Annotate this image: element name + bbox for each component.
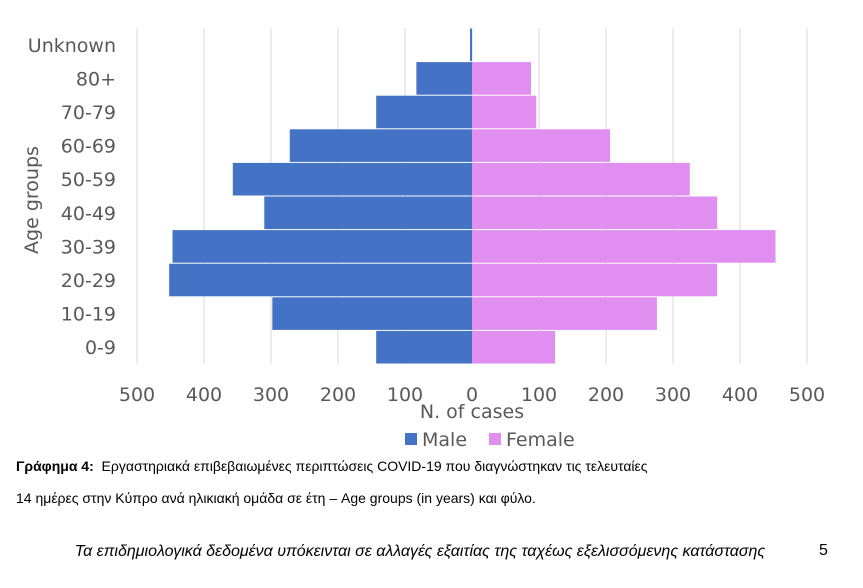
y-tick-label: 40-49 xyxy=(61,203,116,225)
x-tick-label: 500 xyxy=(119,384,155,406)
bar-female-20-29 xyxy=(472,263,718,297)
figure-caption: Γράφημα 4: Εργαστηριακά επιβεβαιωμένες π… xyxy=(16,457,846,475)
x-tick-label: 100 xyxy=(521,384,557,406)
legend-swatch-female xyxy=(489,433,501,445)
x-tick-label: 400 xyxy=(186,384,222,406)
x-axis-title: N. of cases xyxy=(420,401,524,423)
x-tick-label: 500 xyxy=(789,384,825,406)
bar-male-Unknown xyxy=(469,28,472,62)
y-tick-label: 10-19 xyxy=(61,304,116,326)
x-tick-label: 200 xyxy=(588,384,624,406)
bar-female-50-59 xyxy=(472,162,690,196)
y-tick-label: 50-59 xyxy=(61,169,116,191)
bar-female-40-49 xyxy=(472,196,718,230)
legend-label-male: Male xyxy=(422,429,467,451)
legend-swatch-male xyxy=(405,433,417,445)
y-tick-label: 20-29 xyxy=(61,270,116,292)
x-tick-label: 400 xyxy=(722,384,758,406)
bar-male-50-59 xyxy=(232,162,472,196)
bar-female-60-69 xyxy=(472,129,611,162)
y-tick-label: 70-79 xyxy=(61,102,116,124)
bar-female-70-79 xyxy=(472,95,537,129)
y-tick-label: 60-69 xyxy=(61,136,116,158)
y-tick-labels: 0-9 10-19 20-29 30-39 40-49 50-59 60-69 70-79 80… xyxy=(28,35,116,359)
bars xyxy=(169,28,776,364)
y-axis-title: Age groups xyxy=(21,146,43,254)
x-tick-label: 300 xyxy=(655,384,691,406)
legend: Male Female xyxy=(405,429,575,451)
y-tick-label: 80+ xyxy=(76,68,116,90)
y-tick-label: Unknown xyxy=(28,35,116,57)
bar-male-80+ xyxy=(416,62,472,95)
x-tick-label: 300 xyxy=(253,384,289,406)
bar-male-30-39 xyxy=(172,230,472,263)
page-number: 5 xyxy=(819,542,828,559)
population-pyramid-chart: 0-9 10-19 20-29 30-39 40-49 50-59 60-69 70-79 80… xyxy=(21,28,825,451)
bar-female-10-19 xyxy=(472,297,657,330)
bar-male-40-49 xyxy=(264,196,472,230)
bar-female-0-9 xyxy=(472,330,556,364)
x-tick-label: 0 xyxy=(466,384,478,406)
bar-male-60-69 xyxy=(289,129,472,162)
figure-caption-line-2: 14 ημέρες στην Κύπρο ανά ηλικιακή ομάδα … xyxy=(16,490,536,506)
x-tick-label: 100 xyxy=(387,384,423,406)
bar-male-20-29 xyxy=(169,263,472,297)
bar-male-0-9 xyxy=(376,330,472,364)
caption-label: Γράφημα 4: xyxy=(16,458,94,474)
y-tick-label: 30-39 xyxy=(61,236,116,258)
legend-label-female: Female xyxy=(506,429,575,451)
y-tick-label: 0-9 xyxy=(85,337,116,359)
bar-male-10-19 xyxy=(272,297,472,330)
x-tick-labels: 500 400 300 200 100 0 100 200 300 400 500 xyxy=(119,384,825,406)
bar-female-80+ xyxy=(472,62,531,95)
bar-male-70-79 xyxy=(376,95,472,129)
caption-line-1: Εργαστηριακά επιβεβαιωμένες περιπτώσεις … xyxy=(101,458,648,474)
footer-disclaimer: Τα επιδημιολογικά δεδομένα υπόκεινται σε… xyxy=(74,543,766,560)
x-tick-label: 200 xyxy=(320,384,356,406)
bar-female-30-39 xyxy=(472,230,776,263)
